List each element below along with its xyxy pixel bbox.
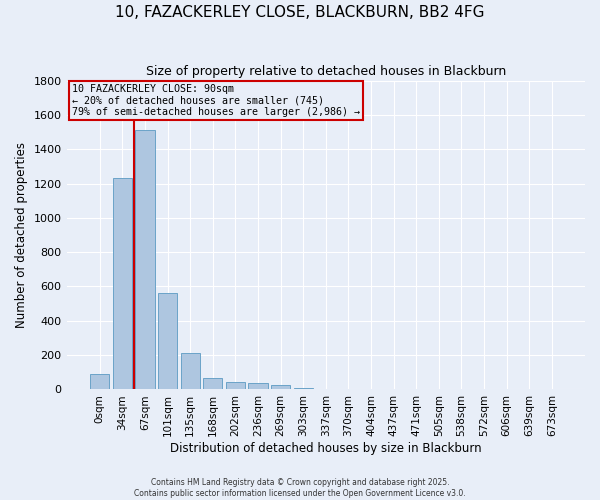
Bar — [181, 354, 200, 390]
Y-axis label: Number of detached properties: Number of detached properties — [15, 142, 28, 328]
Bar — [248, 384, 268, 390]
Bar — [113, 178, 132, 390]
Bar — [271, 385, 290, 390]
Bar — [293, 388, 313, 390]
Text: Contains HM Land Registry data © Crown copyright and database right 2025.
Contai: Contains HM Land Registry data © Crown c… — [134, 478, 466, 498]
Bar — [90, 374, 109, 390]
Bar — [339, 389, 358, 390]
Bar — [136, 130, 155, 390]
Text: 10 FAZACKERLEY CLOSE: 90sqm
← 20% of detached houses are smaller (745)
79% of se: 10 FAZACKERLEY CLOSE: 90sqm ← 20% of det… — [72, 84, 360, 117]
Bar — [226, 382, 245, 390]
Text: 10, FAZACKERLEY CLOSE, BLACKBURN, BB2 4FG: 10, FAZACKERLEY CLOSE, BLACKBURN, BB2 4F… — [115, 5, 485, 20]
Bar — [203, 378, 223, 390]
X-axis label: Distribution of detached houses by size in Blackburn: Distribution of detached houses by size … — [170, 442, 482, 455]
Bar — [158, 294, 177, 390]
Title: Size of property relative to detached houses in Blackburn: Size of property relative to detached ho… — [146, 65, 506, 78]
Bar — [316, 388, 335, 390]
